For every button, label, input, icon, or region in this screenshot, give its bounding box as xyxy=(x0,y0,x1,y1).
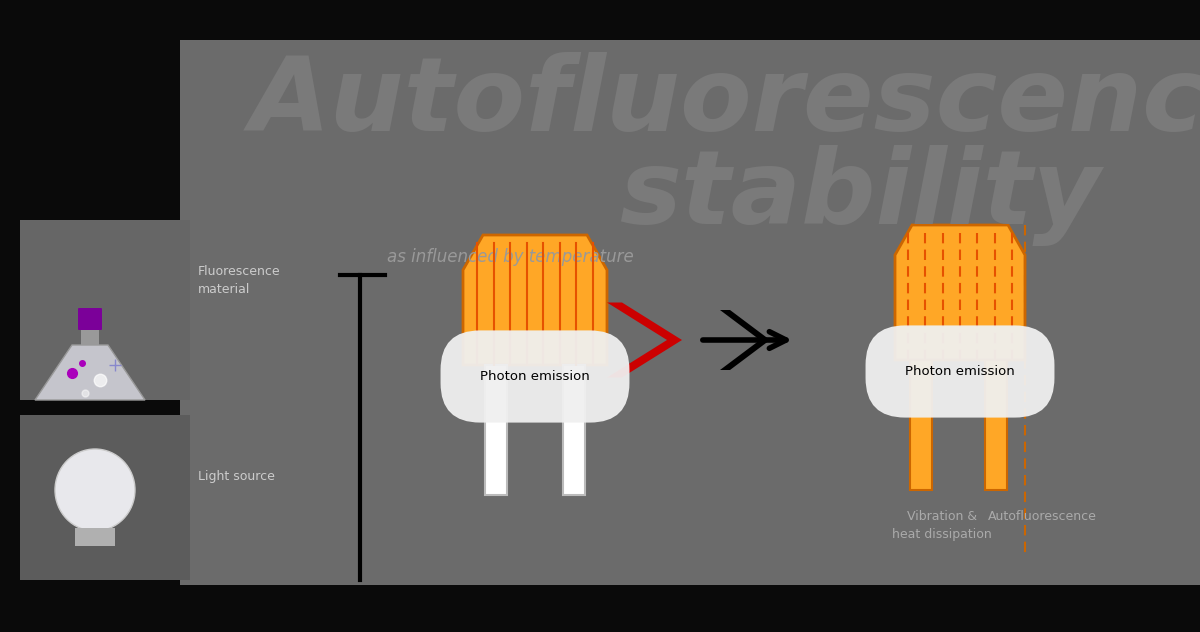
Text: Autofluorescence: Autofluorescence xyxy=(988,510,1097,523)
Text: Photon emission: Photon emission xyxy=(480,370,590,383)
Text: stability: stability xyxy=(620,145,1102,246)
Text: as influenced by temperature: as influenced by temperature xyxy=(386,248,634,266)
Text: Light source: Light source xyxy=(198,470,275,483)
FancyBboxPatch shape xyxy=(82,327,98,345)
Polygon shape xyxy=(607,303,682,377)
FancyBboxPatch shape xyxy=(985,360,1007,490)
Polygon shape xyxy=(35,345,145,400)
Polygon shape xyxy=(463,235,607,365)
Text: material: material xyxy=(198,283,251,296)
Text: Vibration &: Vibration & xyxy=(907,510,977,523)
Text: Autofluorescence: Autofluorescence xyxy=(250,52,1200,153)
Polygon shape xyxy=(720,310,770,370)
FancyBboxPatch shape xyxy=(910,360,932,490)
FancyBboxPatch shape xyxy=(563,365,586,495)
FancyBboxPatch shape xyxy=(78,308,102,330)
Text: Photon emission: Photon emission xyxy=(905,365,1015,378)
Ellipse shape xyxy=(55,449,134,531)
FancyBboxPatch shape xyxy=(20,415,190,580)
FancyBboxPatch shape xyxy=(74,528,115,546)
Polygon shape xyxy=(895,225,1025,360)
FancyBboxPatch shape xyxy=(180,40,1200,585)
FancyBboxPatch shape xyxy=(20,220,190,400)
Text: Fluorescence: Fluorescence xyxy=(198,265,281,278)
Text: heat dissipation: heat dissipation xyxy=(892,528,992,541)
FancyBboxPatch shape xyxy=(485,365,508,495)
